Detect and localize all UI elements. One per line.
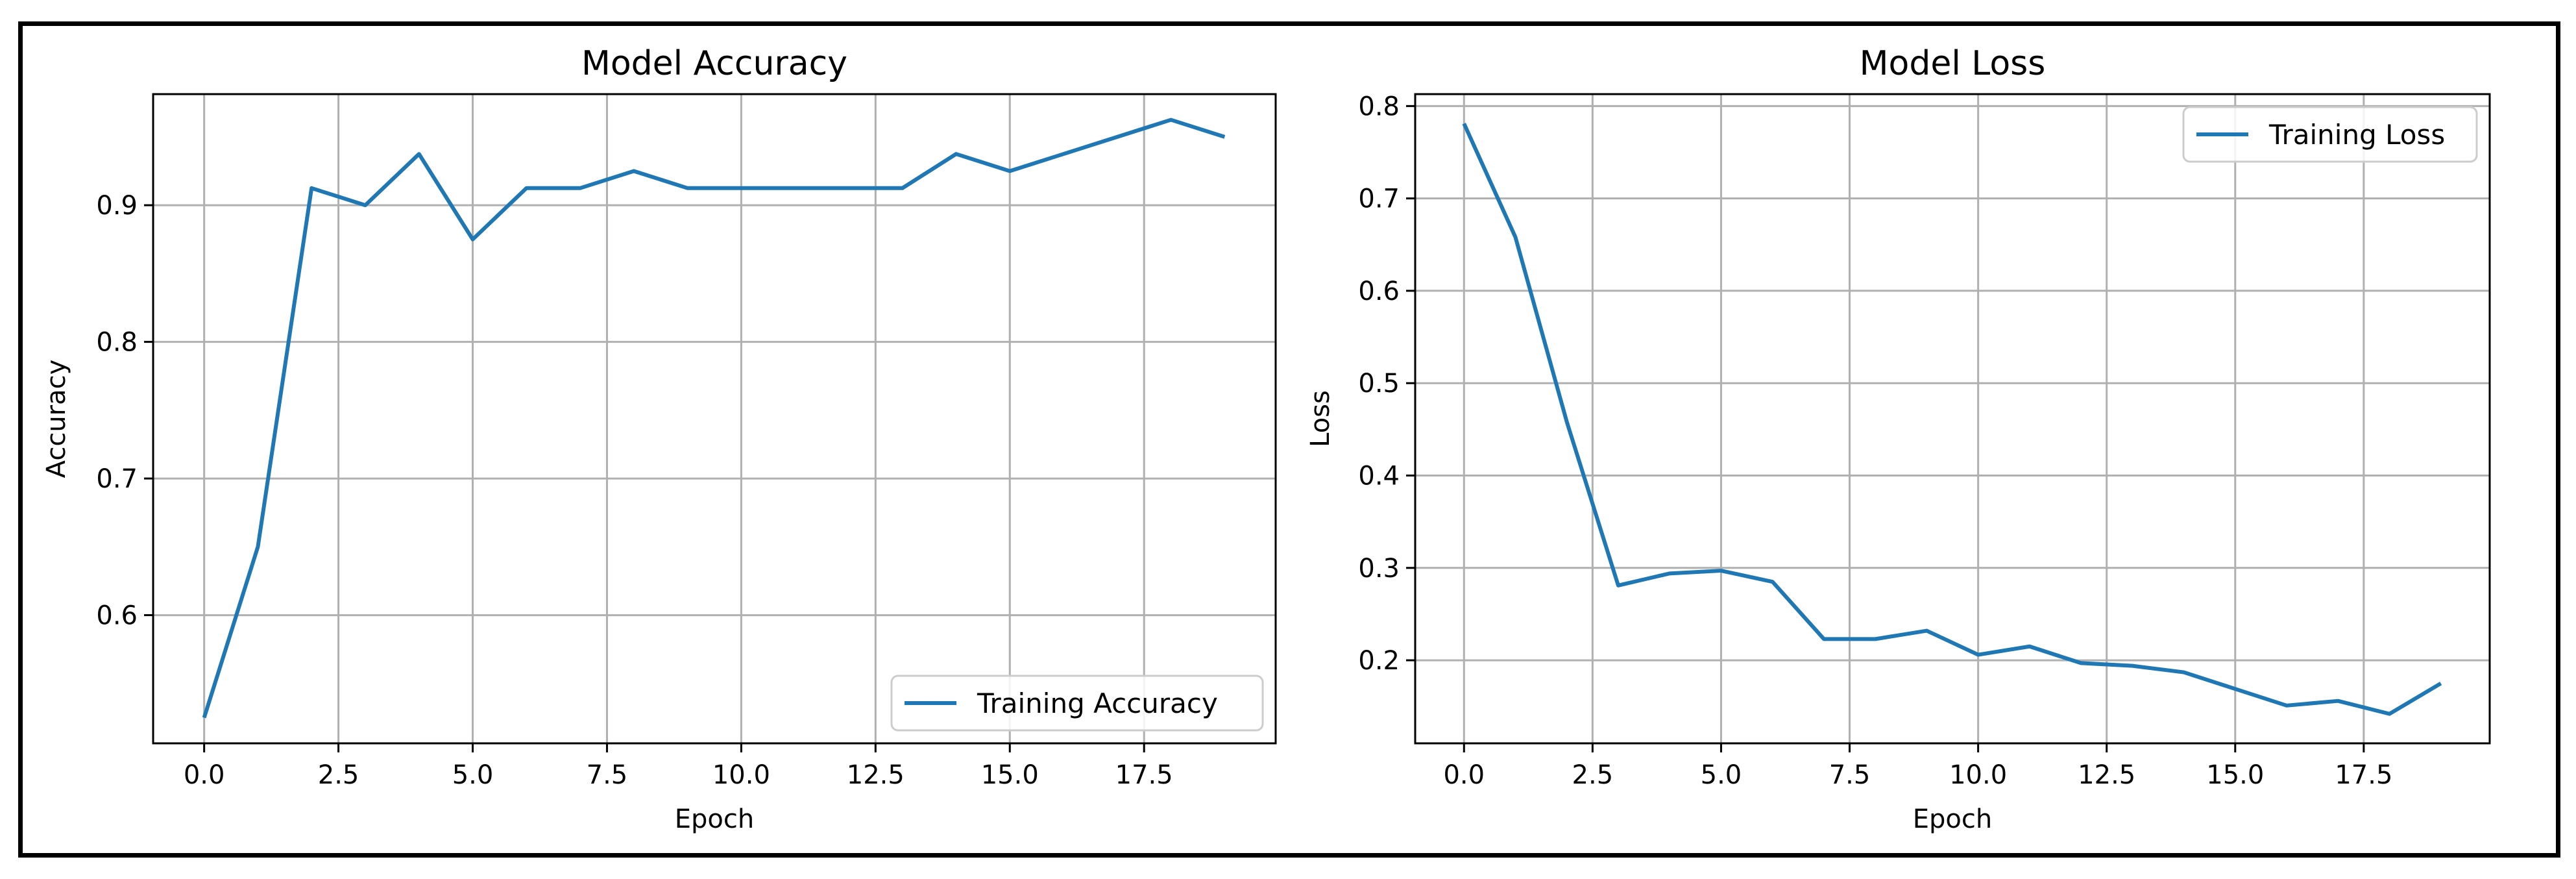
accuracy-x-tick-label: 17.5 — [1115, 760, 1173, 790]
accuracy-series-line — [202, 118, 1226, 719]
loss-x-tick-label: 12.5 — [2078, 760, 2135, 790]
accuracy-chart: 0.0 2.5 5.0 7.5 10.0 12.5 15.0 17.5 0.6 0.7 0.8 0.9… — [42, 44, 1277, 834]
loss-x-axis-label: Epoch — [1913, 804, 1992, 834]
accuracy-y-tick-label: 0.9 — [96, 191, 138, 221]
loss-legend-label: Training Loss — [2268, 119, 2445, 151]
accuracy-x-tick-label: 0.0 — [184, 760, 225, 790]
accuracy-legend-label: Training Accuracy — [977, 687, 1218, 719]
loss-legend-box — [2182, 106, 2478, 163]
accuracy-y-tick-label: 0.6 — [96, 601, 138, 631]
loss-y-axis-label: Loss — [1306, 390, 1335, 447]
loss-y-tick-label: 0.2 — [1358, 646, 1400, 676]
figure-frame — [18, 21, 2560, 858]
accuracy-legend: Training Accuracy — [890, 675, 1264, 732]
accuracy-x-tick-label: 5.0 — [452, 760, 494, 790]
accuracy-x-axis-label: Epoch — [675, 804, 754, 834]
loss-x-tick-label: 10.0 — [1949, 760, 2007, 790]
loss-y-tick-label: 0.8 — [1358, 92, 1400, 121]
loss-y-tick-label: 0.6 — [1358, 277, 1400, 306]
loss-x-tick-label: 15.0 — [2206, 760, 2264, 790]
accuracy-plot-area — [152, 93, 1277, 745]
accuracy-x-tick-label: 15.0 — [981, 760, 1039, 790]
loss-y-tick-label: 0.4 — [1358, 462, 1400, 491]
loss-x-tick-label: 5.0 — [1701, 760, 1742, 790]
loss-x-tick-label: 0.0 — [1443, 760, 1485, 790]
loss-y-tick-label: 0.5 — [1358, 369, 1400, 399]
loss-chart-title: Model Loss — [1860, 44, 2046, 83]
loss-x-tick-label: 17.5 — [2335, 760, 2392, 790]
loss-legend: Training Loss — [2182, 106, 2478, 163]
accuracy-chart-title: Model Accuracy — [581, 44, 847, 83]
loss-x-tick-label: 2.5 — [1572, 760, 1614, 790]
accuracy-x-tick-label: 2.5 — [318, 760, 359, 790]
accuracy-x-tick-label: 7.5 — [587, 760, 628, 790]
loss-y-tick-label: 0.3 — [1358, 554, 1400, 584]
loss-series-line — [1462, 123, 2442, 716]
loss-plot-area — [1414, 93, 2491, 745]
accuracy-legend-box — [890, 675, 1264, 732]
accuracy-x-tick-label: 12.5 — [847, 760, 905, 790]
accuracy-y-tick-label: 0.8 — [96, 328, 138, 358]
accuracy-y-tick-label: 0.7 — [96, 464, 138, 494]
loss-x-tick-label: 7.5 — [1829, 760, 1871, 790]
accuracy-x-tick-label: 10.0 — [712, 760, 770, 790]
loss-chart: 0.0 2.5 5.0 7.5 10.0 12.5 15.0 17.5 0.2 0.3 0.4 0.5… — [1306, 44, 2491, 834]
accuracy-y-axis-label: Accuracy — [42, 360, 71, 478]
loss-y-tick-label: 0.7 — [1358, 184, 1400, 214]
